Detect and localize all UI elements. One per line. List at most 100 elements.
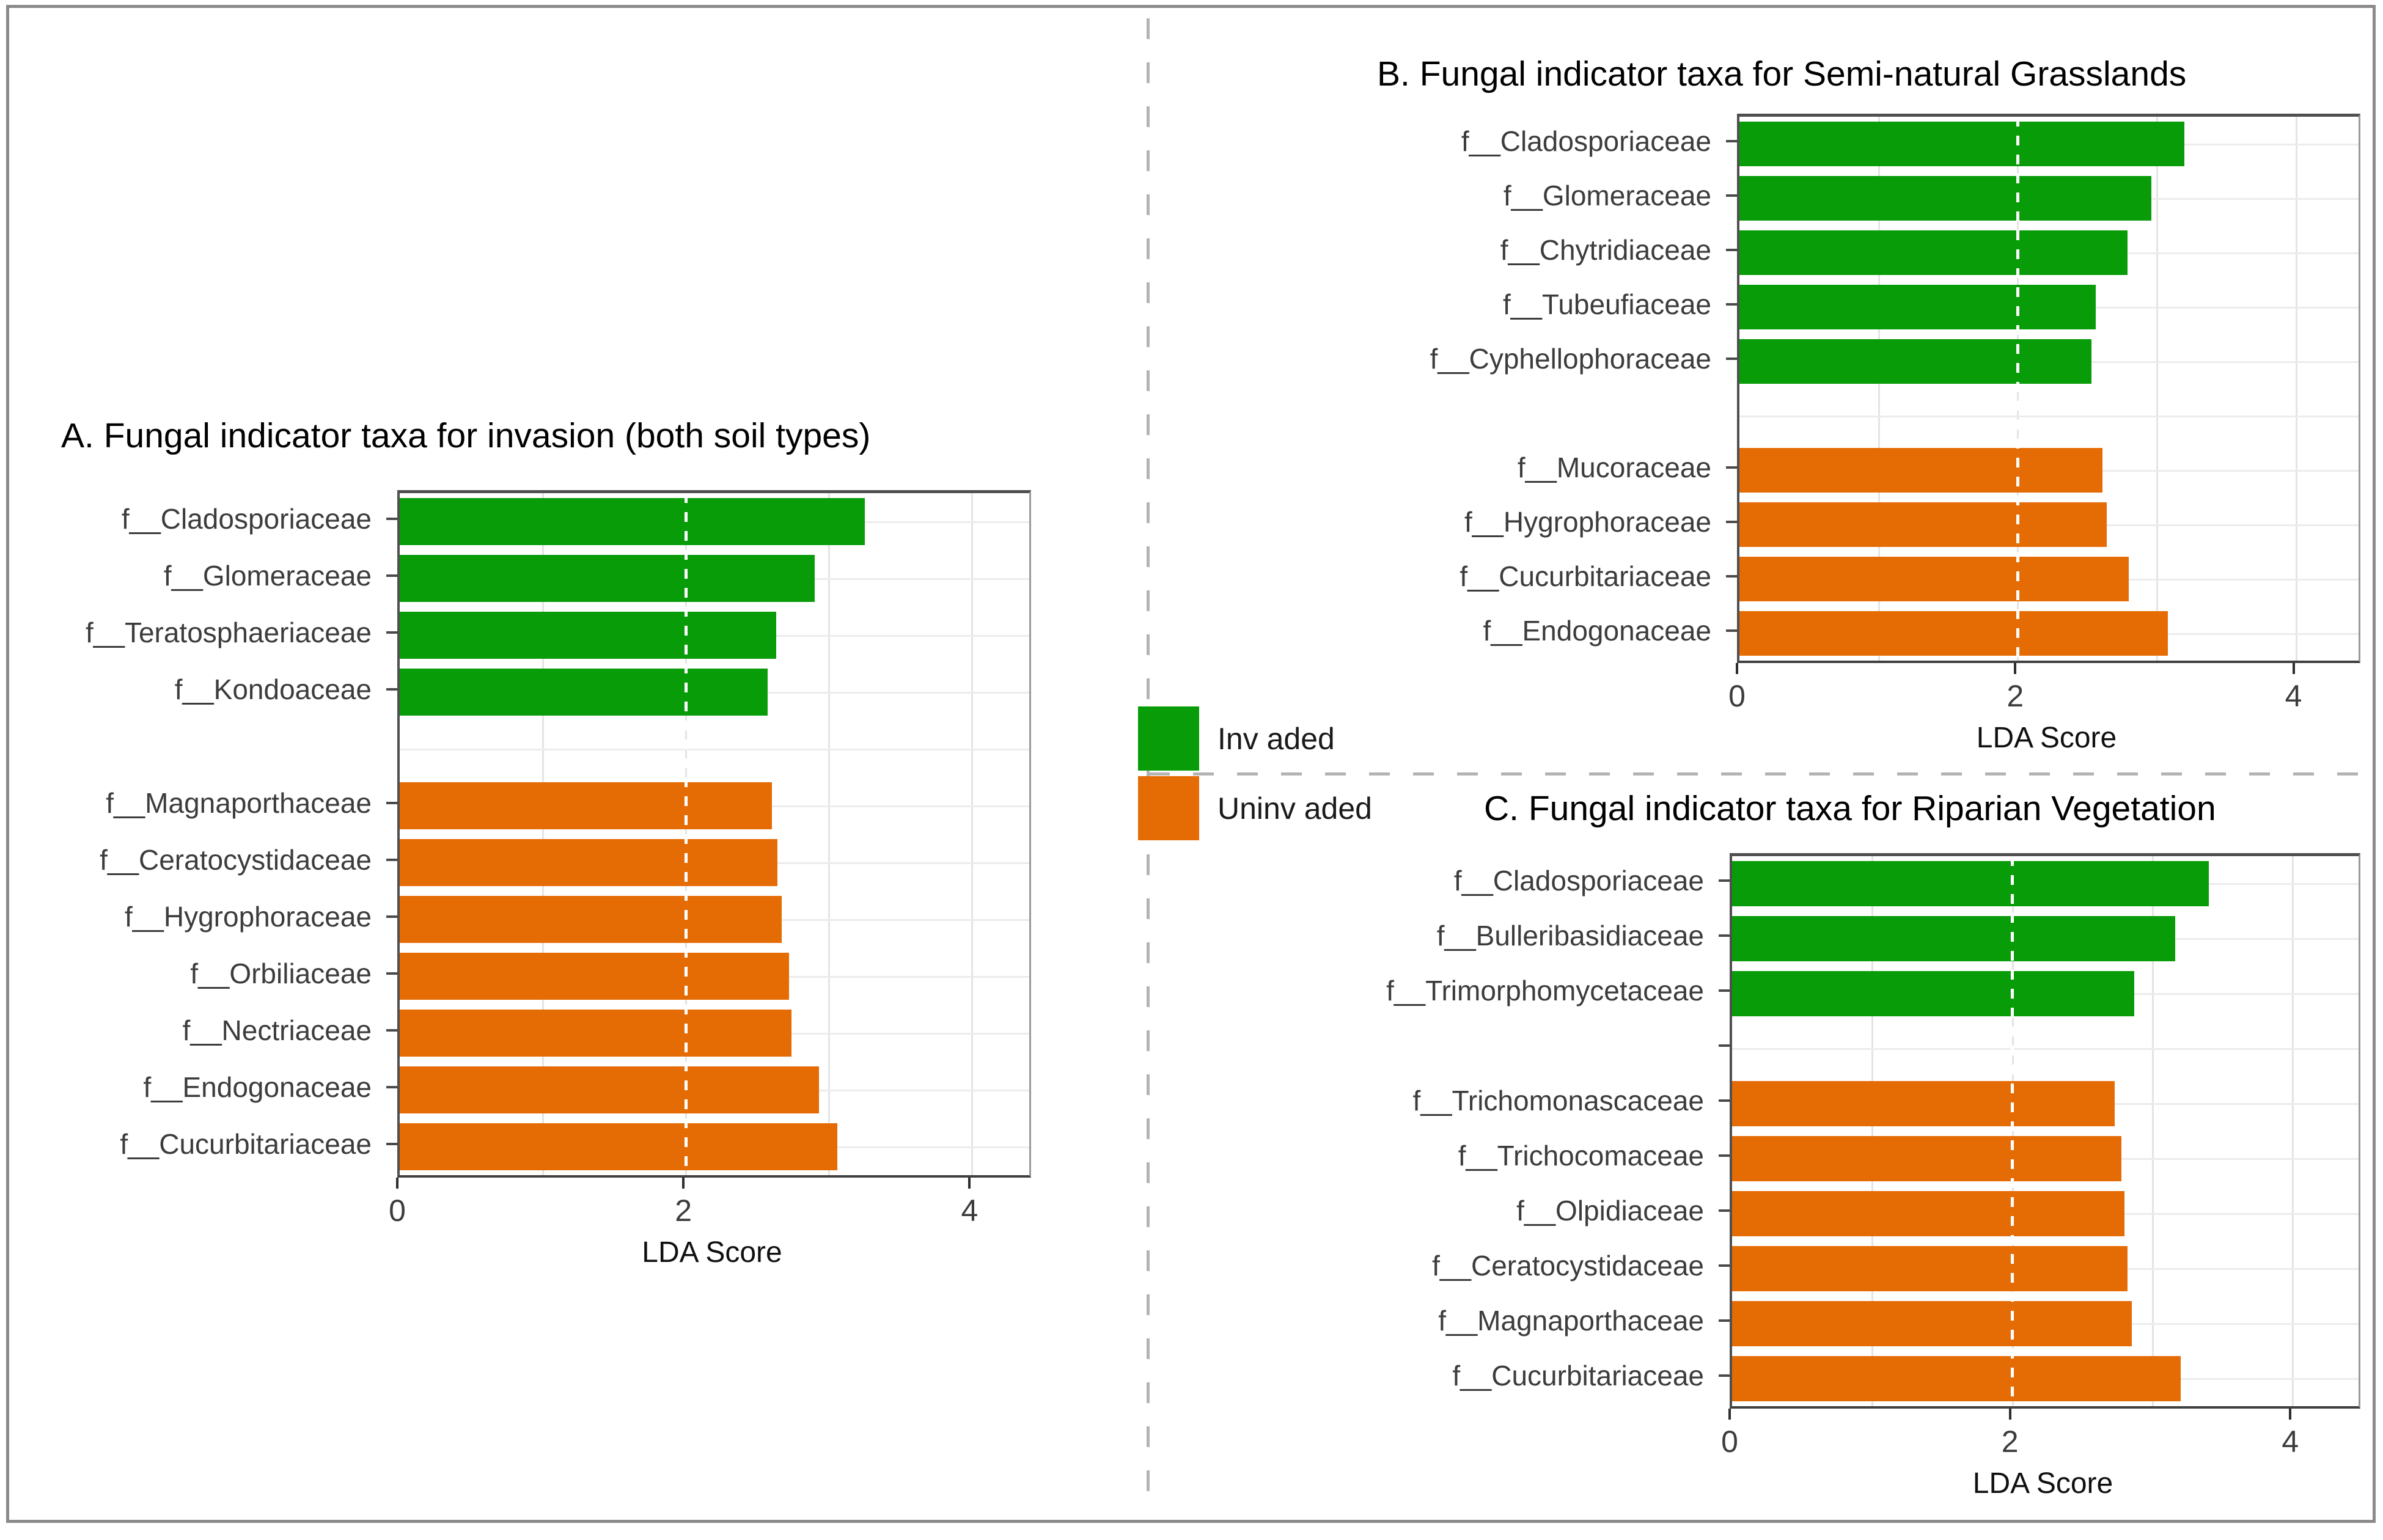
legend-swatch-uninvaded: [1138, 776, 1199, 840]
y-axis-tick: [386, 801, 397, 804]
category-label: f__Ceratocystidaceae: [100, 843, 372, 876]
bar-f__Cucurbitariaceae: [400, 1123, 838, 1170]
category-label: f__Magnaporthaceae: [1438, 1305, 1704, 1336]
y-axis-tick: [1726, 194, 1737, 197]
x-tick-label: 2: [675, 1194, 692, 1228]
bar-f__Teratosphaeriaceae: [400, 612, 776, 659]
category-label: f__Endogonaceae: [143, 1071, 372, 1103]
bar-f__Glomeraceae: [1739, 176, 2151, 221]
legend-label-invaded: Inv aded: [1217, 721, 1335, 756]
bar-f__Ceratocystidaceae: [400, 839, 777, 886]
x-tick-label: 0: [1728, 679, 1746, 713]
x-tick-label: 4: [961, 1194, 979, 1228]
vertical-gridline: [828, 493, 831, 1175]
x-axis-tick: [2289, 1409, 2292, 1420]
bar-f__Ceratocystidaceae: [1732, 1246, 2128, 1291]
bar-f__Chytridiaceae: [1739, 230, 2128, 275]
bar-f__Mucoraceae: [1739, 448, 2103, 493]
category-label: f__Hygrophoraceae: [124, 900, 372, 933]
x-axis-tick: [1736, 663, 1738, 674]
bar-f__Kondoaceae: [400, 669, 768, 716]
category-label: f__Chytridiaceae: [1500, 233, 1711, 266]
legend: Inv aded Uninv aded: [1138, 706, 1372, 846]
x-axis-tick: [2008, 1409, 2011, 1420]
x-tick-label: 0: [1721, 1425, 1738, 1459]
bar-f__Magnaporthaceae: [400, 782, 772, 829]
category-label: f__Glomeraceae: [163, 559, 372, 592]
horizontal-gridline: [400, 748, 1029, 750]
x-axis-tick: [1728, 1409, 1731, 1420]
panel-a-chart: f__Cladosporiaceae f__Glomeraceae f__Terat…: [37, 490, 1033, 1282]
bar-f__Cladosporiaceae: [1732, 861, 2209, 906]
category-label: f__Cucurbitariaceae: [1460, 560, 1711, 592]
y-axis-tick: [1719, 1099, 1730, 1102]
panel-b-chart: f__Cladosporiaceae f__Glomeraceae f__Chytr…: [1364, 114, 2362, 768]
bar-f__Cyphellophoraceae: [1739, 339, 2091, 384]
category-label: f__Endogonaceae: [1483, 614, 1711, 647]
vertical-gridline: [971, 493, 974, 1175]
y-axis-tick: [386, 1028, 397, 1032]
x-tick-label: 2: [2001, 1425, 2019, 1459]
y-axis-tick: [1726, 466, 1737, 469]
vertical-gridline: [2156, 117, 2158, 661]
category-label: f__Magnaporthaceae: [106, 787, 372, 819]
y-axis-tick: [1719, 1154, 1730, 1157]
plot-area: [1737, 114, 2360, 663]
panel-c-title: C. Fungal indicator taxa for Riparian Ve…: [1484, 789, 2216, 828]
plot-area: [397, 490, 1031, 1178]
y-axis-tick: [386, 688, 397, 691]
category-label: f__Trichomonascaceae: [1412, 1085, 1704, 1116]
x-axis-tick: [2292, 663, 2295, 674]
y-axis-tick: [1726, 302, 1737, 306]
legend-item-invaded: Inv aded: [1138, 706, 1372, 771]
y-axis-tick: [386, 915, 397, 918]
y-axis-tick: [1726, 248, 1737, 251]
bar-f__Hygrophoraceae: [1739, 502, 2107, 547]
legend-item-uninvaded: Uninv aded: [1138, 776, 1372, 840]
category-label: f__Cyphellophoraceae: [1430, 342, 1711, 375]
category-label: f__Olpidiaceae: [1516, 1195, 1704, 1226]
bar-f__Bulleribasidiaceae: [1732, 916, 2175, 961]
horizontal-gridline: [1739, 415, 2359, 417]
y-axis-tick: [386, 631, 397, 634]
category-label: f__Ceratocystidaceae: [1432, 1250, 1704, 1282]
x-axis-title: LDA Score: [1972, 1467, 2113, 1500]
vertical-gridline: [1878, 117, 1880, 661]
x-tick-label: 4: [2285, 679, 2302, 713]
y-axis-tick: [1726, 520, 1737, 523]
category-label: f__Cucurbitariaceae: [120, 1128, 372, 1160]
category-label: f__Orbiliaceae: [190, 957, 372, 989]
vertical-gridline: [542, 493, 545, 1175]
figure-border: [6, 5, 2376, 1523]
bar-f__Orbiliaceae: [400, 953, 789, 1000]
panel-b-title: B. Fungal indicator taxa for Semi-natura…: [1377, 54, 2187, 94]
category-label: f__Mucoraceae: [1517, 451, 1711, 483]
x-axis-title: LDA Score: [642, 1236, 782, 1269]
x-axis-title: LDA Score: [1976, 722, 2117, 754]
x-tick-label: 2: [2007, 679, 2024, 713]
category-label: f__Glomeraceae: [1503, 179, 1711, 211]
legend-swatch-invaded: [1138, 706, 1199, 771]
y-axis-tick: [1726, 139, 1737, 142]
bar-f__Cladosporiaceae: [1739, 122, 2185, 166]
bar-f__Glomeraceae: [400, 555, 815, 602]
category-label: f__Hygrophoraceae: [1464, 505, 1711, 538]
reference-line-lda2: [684, 493, 688, 1175]
y-axis-tick: [1726, 629, 1737, 632]
vertical-gridline: [1871, 856, 1874, 1406]
category-label: f__Nectriaceae: [182, 1014, 372, 1046]
bar-f__Magnaporthaceae: [1732, 1301, 2132, 1346]
bar-f__Olpidiaceae: [1732, 1191, 2125, 1236]
reference-line-lda2: [2016, 117, 2019, 661]
category-label: f__Tubeufiaceae: [1502, 288, 1711, 320]
x-tick-label: 4: [2282, 1425, 2299, 1459]
vertical-gridline: [2295, 117, 2297, 661]
bar-f__Cucurbitariaceae: [1732, 1356, 2181, 1401]
bar-f__Nectriaceae: [400, 1010, 792, 1057]
x-axis-tick: [968, 1178, 971, 1189]
y-axis-tick: [386, 1085, 397, 1088]
panel-c-chart: f__Cladosporiaceae f__Bulleribasidiaceae f…: [1360, 853, 2362, 1513]
category-label: f__Kondoaceae: [174, 673, 372, 705]
y-axis-tick: [1719, 1374, 1730, 1377]
